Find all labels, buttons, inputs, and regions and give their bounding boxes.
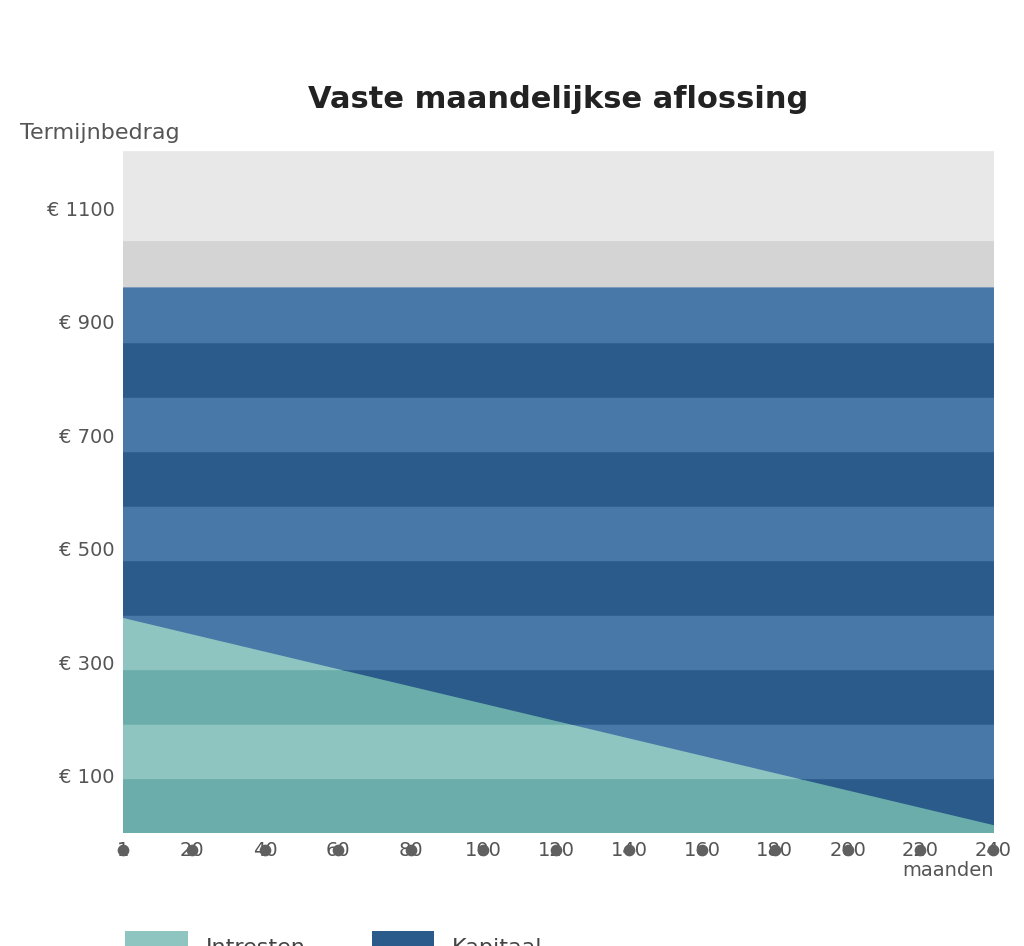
Text: Termijnbedrag: Termijnbedrag: [20, 123, 180, 143]
Point: [330, 842, 346, 857]
Point: [115, 842, 131, 857]
Point: [257, 842, 273, 857]
Point: [767, 842, 783, 857]
Point: [402, 842, 419, 857]
Point: [912, 842, 929, 857]
Legend: Intresten, Kapitaal: Intresten, Kapitaal: [117, 922, 551, 946]
Point: [548, 842, 564, 857]
Point: [621, 842, 637, 857]
Point: [840, 842, 856, 857]
Point: [985, 842, 1001, 857]
Point: [184, 842, 201, 857]
Point: [475, 842, 492, 857]
Text: Vaste maandelijkse aflossing: Vaste maandelijkse aflossing: [308, 84, 808, 114]
Text: maanden: maanden: [902, 861, 993, 880]
Point: [693, 842, 710, 857]
